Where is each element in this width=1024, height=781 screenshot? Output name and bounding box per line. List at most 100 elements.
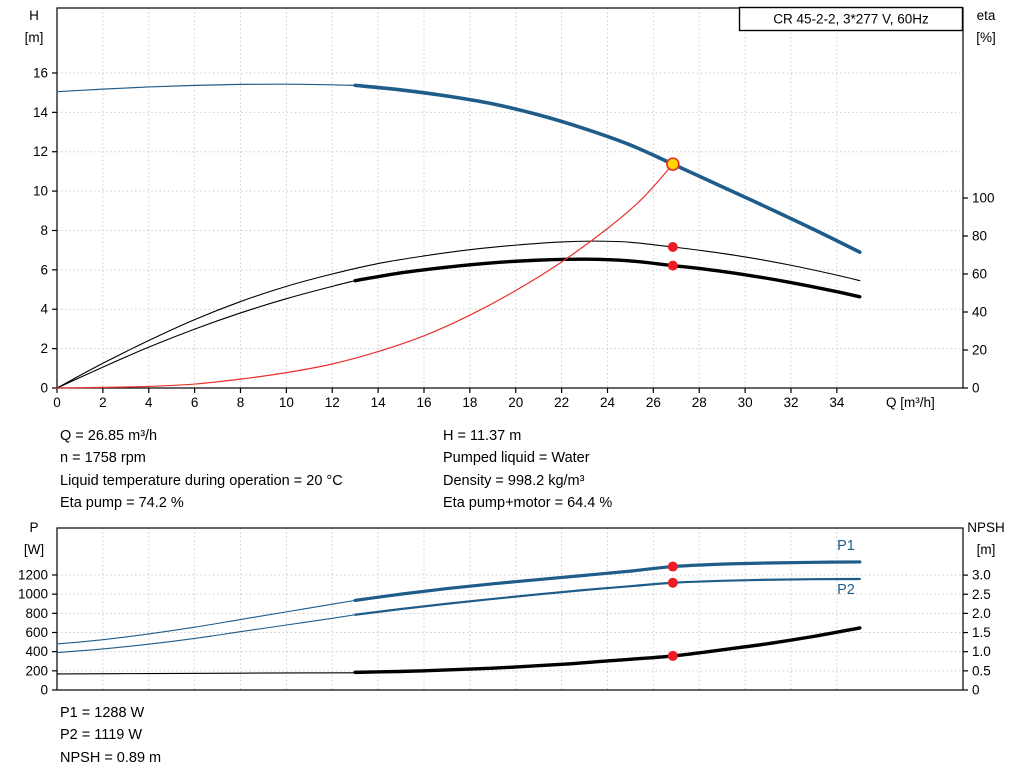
eta-pump-text: Eta pump = 74.2 % [60, 495, 184, 512]
pump-model-label: CR 45-2-2, 3*277 V, 60Hz [773, 12, 929, 27]
series-eta-pump-motor-thin [56, 280, 356, 389]
curve-label-P2: P2 [837, 582, 855, 598]
right-tick-label: 0.5 [972, 663, 991, 678]
series-p2-curve-thick [354, 577, 861, 616]
axis-titles: P [W] NPSH [m] [24, 520, 1005, 557]
plot-frame [56, 527, 964, 691]
x-tick-label: 8 [237, 395, 245, 410]
duty-info-left: Q = 26.85 m³/h n = 1758 rpm Liquid tempe… [60, 425, 343, 515]
npsh-point [667, 650, 678, 661]
plot-frame [56, 7, 964, 389]
eta-pump-motor-text: Eta pump+motor = 64.4 % [443, 495, 613, 512]
right-axis-title: [m] [977, 542, 996, 557]
axis-ticks [52, 72, 968, 393]
right-tick-label: 3.0 [972, 568, 991, 583]
series-p1-curve-thick [353, 560, 862, 602]
x-tick-label: 16 [416, 395, 431, 410]
x-tick-label: 12 [325, 395, 340, 410]
right-tick-label: 40 [972, 305, 987, 320]
curve-label-P1: P1 [837, 538, 855, 554]
duty-flow-text: Q = 26.85 m³/h [60, 428, 158, 444]
x-tick-label: 20 [508, 395, 523, 410]
right-tick-label: 0 [972, 683, 980, 698]
left-axis-title: [m] [25, 30, 44, 45]
left-tick-label: 400 [25, 644, 48, 659]
right-tick-label: 0 [972, 381, 980, 396]
axis-ticks [52, 574, 968, 691]
right-tick-label: 80 [972, 229, 987, 244]
pump-model-box: CR 45-2-2, 3*277 V, 60Hz [738, 6, 964, 32]
series-head-curve-thick [353, 83, 862, 254]
x-tick-label: 22 [554, 395, 569, 410]
duty-head-text: H = 11.37 m [443, 428, 522, 444]
right-tick-label: 100 [972, 191, 995, 206]
eta-pump-point [667, 242, 678, 253]
p2-text: P2 = 1119 W [60, 727, 143, 744]
series-head-curve-thin [56, 83, 356, 93]
grid [57, 528, 963, 690]
x-tick-label: 26 [646, 395, 661, 410]
series-eta-pump-curve [56, 240, 861, 389]
axis-titles: H [m] eta [%] [25, 8, 996, 45]
left-axis-title: [W] [24, 542, 44, 557]
right-tick-label: 2.0 [972, 606, 991, 621]
x-tick-label: 34 [829, 395, 845, 410]
series-npsh-curve-thick [353, 626, 862, 675]
left-tick-label: 4 [40, 302, 48, 317]
series-system-curve [56, 163, 674, 389]
right-tick-label: 1.0 [972, 644, 991, 659]
p1-point [667, 561, 678, 572]
left-axis-title: P [29, 520, 38, 535]
x-tick-label: 30 [738, 395, 753, 410]
left-tick-label: 8 [40, 223, 48, 238]
left-tick-label: 14 [33, 105, 49, 120]
left-tick-label: 10 [33, 184, 48, 199]
grid [57, 8, 963, 388]
x-tick-label: 28 [692, 395, 707, 410]
right-axis-title: eta [977, 8, 996, 23]
right-tick-label: 20 [972, 343, 987, 358]
density-text: Density = 998.2 kg/m³ [443, 472, 585, 489]
series-npsh-curve-thin [56, 672, 356, 675]
series-eta-pump-motor-thick [353, 257, 862, 299]
x-tick-label: 18 [462, 395, 477, 410]
left-tick-label: 16 [33, 65, 48, 80]
left-axis-title: H [29, 8, 39, 23]
left-tick-label: 800 [25, 606, 48, 621]
x-tick-label: 32 [783, 395, 798, 410]
p1-text: P1 = 1288 W [60, 705, 145, 721]
x-tick-label: 2 [99, 395, 107, 410]
left-tick-label: 6 [40, 262, 48, 277]
speed-text: n = 1758 rpm [60, 450, 146, 467]
npsh-text: NPSH = 0.89 m [60, 749, 162, 766]
left-tick-label: 600 [25, 625, 48, 640]
left-tick-label: 2 [40, 341, 48, 356]
left-tick-label: 0 [40, 683, 48, 698]
right-tick-label: 2.5 [972, 587, 991, 602]
right-tick-label: 60 [972, 267, 987, 282]
duty-point[interactable] [666, 157, 680, 171]
x-tick-label: 0 [53, 395, 61, 410]
x-tick-label: 6 [191, 395, 199, 410]
left-tick-label: 1200 [18, 567, 48, 582]
x-tick-label: 14 [371, 395, 387, 410]
x-tick-label: 24 [600, 395, 616, 410]
p2-point [667, 577, 678, 588]
left-tick-label: 1000 [18, 587, 48, 602]
right-axis-title: NPSH [967, 520, 1005, 535]
power-info: P1 = 1288 W P2 = 1119 W NPSH = 0.89 m [60, 702, 161, 769]
left-tick-label: 12 [33, 144, 48, 159]
eta-pump-motor-point [667, 260, 678, 271]
series-p1-curve-thin [56, 599, 356, 645]
x-tick-label: 10 [279, 395, 294, 410]
pumped-liquid-text: Pumped liquid = Water [443, 450, 590, 467]
x-tick-label: 4 [145, 395, 153, 410]
right-axis-title: [%] [976, 30, 996, 45]
series-p2-curve-thin [56, 614, 356, 654]
duty-info-right: H = 11.37 m Pumped liquid = Water Densit… [443, 425, 612, 515]
power-npsh-chart: 0 200 400 600 800 1000 1200 0 0.5 1.0 1.5 2.0 2.5 3.0… [18, 520, 1005, 698]
liquid-temp-text: Liquid temperature during operation = 20… [60, 472, 343, 489]
